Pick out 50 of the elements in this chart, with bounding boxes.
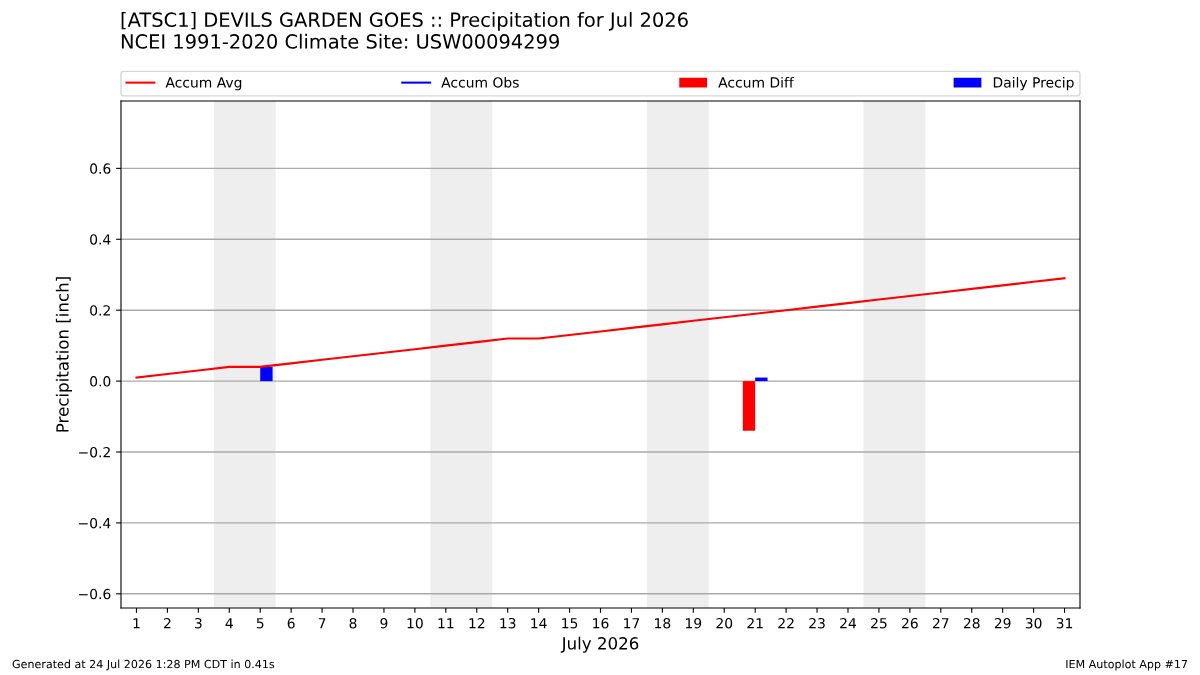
bar bbox=[742, 381, 756, 431]
x-tick-label: 16 bbox=[593, 617, 609, 629]
x-tick-label: 27 bbox=[932, 617, 949, 629]
y-tick-label: 0.6 bbox=[90, 163, 111, 174]
x-tick-label: 17 bbox=[624, 618, 640, 629]
x-tick-label: 3 bbox=[194, 617, 202, 629]
x-tick-label: 25 bbox=[871, 617, 887, 629]
x-tick-label: 12 bbox=[469, 617, 485, 629]
y-tick-label: 0.2 bbox=[90, 305, 110, 316]
chart-title: [ATSC1] DEVILS GARDEN GOES :: Precipitation for Jul 2026 NCEI 1991-2020 Climate Site: USW00094299 bbox=[121, 12, 688, 49]
x-tick-label: 20 bbox=[716, 617, 733, 629]
legend-label: Accum Avg bbox=[165, 77, 242, 91]
x-tick-label: 1 bbox=[133, 618, 140, 629]
x-tick-label: 22 bbox=[778, 617, 794, 629]
bar bbox=[260, 366, 273, 382]
x-tick-label: 11 bbox=[438, 618, 454, 629]
line-series bbox=[135, 277, 1066, 379]
x-tick-label: 7 bbox=[318, 618, 326, 629]
x-tick-label: 10 bbox=[407, 617, 423, 629]
x-tick-label: 4 bbox=[225, 618, 233, 629]
y-tick-label: −0.4 bbox=[79, 517, 111, 529]
x-tick-label: 2 bbox=[164, 617, 171, 629]
x-tick-label: 21 bbox=[747, 617, 763, 629]
x-tick-label: 13 bbox=[500, 617, 516, 629]
y-axis-title: Precipitation [inch] bbox=[55, 277, 72, 432]
x-tick-label: 14 bbox=[531, 618, 547, 629]
x-axis-title: July 2026 bbox=[560, 636, 639, 653]
x-tick-label: 8 bbox=[349, 617, 357, 629]
x-tick-label: 31 bbox=[1056, 617, 1073, 629]
legend-label: Daily Precip bbox=[993, 76, 1074, 91]
text: Generated at 24 Jul 2026 1:28 PM CDT in 0.41s bbox=[12, 659, 275, 671]
x-tick-label: 24 bbox=[840, 617, 857, 629]
x-tick-label: 5 bbox=[256, 618, 264, 629]
y-tick-label: 0.4 bbox=[90, 234, 111, 245]
x-tick-label: 30 bbox=[1025, 617, 1042, 629]
y-tick-label: 0.0 bbox=[90, 376, 111, 387]
x-tick-label: 29 bbox=[994, 617, 1011, 629]
x-tick-label: 19 bbox=[686, 617, 702, 629]
x-tick-label: 6 bbox=[287, 617, 295, 629]
x-tick-label: 9 bbox=[380, 617, 388, 629]
y-tick-label: −0.6 bbox=[79, 588, 111, 600]
text: IEM Autoplot App #17 bbox=[1066, 659, 1188, 671]
x-tick-label: 18 bbox=[655, 617, 671, 629]
y-tick-label: −0.2 bbox=[79, 446, 110, 458]
x-tick-label: 23 bbox=[809, 617, 825, 629]
legend-label: Accum Obs bbox=[441, 76, 519, 88]
legend-label: Accum Diff bbox=[718, 76, 795, 88]
x-tick-label: 15 bbox=[562, 618, 578, 629]
x-tick-label: 28 bbox=[963, 617, 980, 629]
x-tick-label: 26 bbox=[902, 617, 918, 629]
